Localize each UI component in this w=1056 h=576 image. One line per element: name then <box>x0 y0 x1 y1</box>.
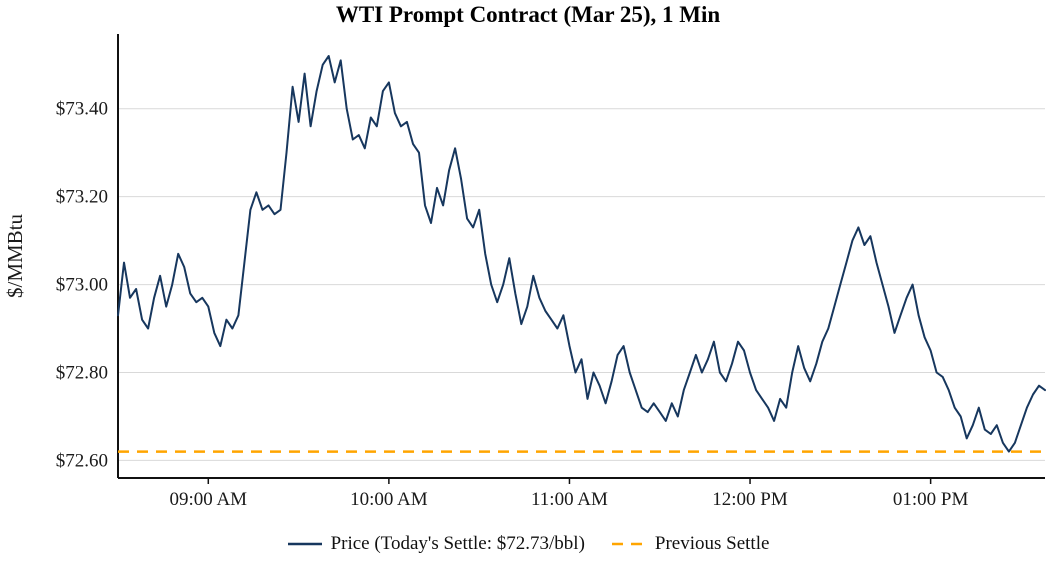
price-chart-svg: $72.60 $72.80 $73.00 $73.20 $73.40 09:00 AM 1… <box>3 34 1046 510</box>
price-line-sample-icon <box>287 542 322 546</box>
legend-item-prev-settle: Previous Settle <box>611 533 770 555</box>
legend-price-label: Price (Today's Settle: $72.73/bbl) <box>330 533 585 554</box>
y-tick-label: $72.60 <box>56 450 108 471</box>
y-axis-label: $/MMBtu <box>3 213 27 298</box>
legend-item-price: Price (Today's Settle: $72.73/bbl) <box>287 533 585 555</box>
x-tick-labels: 09:00 AM 10:00 AM 11:00 AM 12:00 PM 01:00 PM <box>169 489 968 510</box>
previous-settle-dash-sample-icon <box>611 542 646 546</box>
y-tick-label: $73.20 <box>56 187 108 208</box>
x-tick-label: 11:00 AM <box>531 489 608 510</box>
chart-title: WTI Prompt Contract (Mar 25), 1 Min <box>335 2 721 27</box>
x-tick-label: 09:00 AM <box>169 489 247 510</box>
y-tick-labels: $72.60 $72.80 $73.00 $73.20 $73.40 <box>56 99 108 472</box>
y-tick-label: $72.80 <box>56 362 108 383</box>
x-tick-marks <box>207 478 932 484</box>
x-tick-label: 10:00 AM <box>350 489 428 510</box>
price-line <box>117 55 1046 453</box>
legend-prev-settle-label: Previous Settle <box>654 533 770 554</box>
x-tick-label: 01:00 PM <box>893 489 969 510</box>
y-tick-label: $73.40 <box>56 99 108 120</box>
y-tick-label: $73.00 <box>56 275 108 296</box>
legend: Price (Today's Settle: $72.73/bbl) Previ… <box>0 522 1056 566</box>
plot-gridlines <box>118 108 1045 461</box>
x-tick-label: 12:00 PM <box>712 489 788 510</box>
